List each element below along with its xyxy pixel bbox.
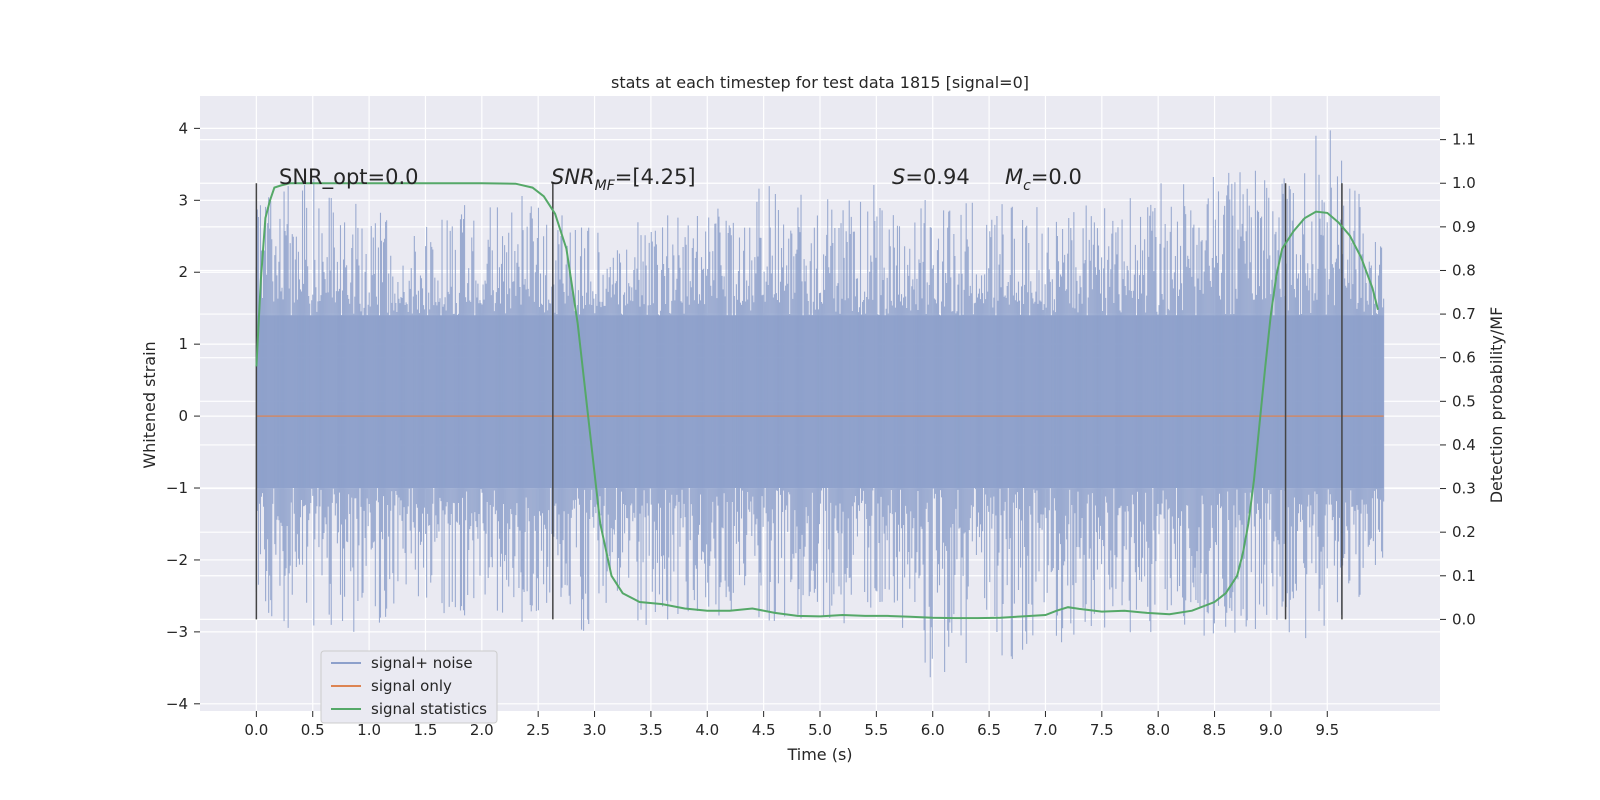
y-tick-label-4: 0 xyxy=(178,407,188,425)
annotation-mc: Mc=0.0 xyxy=(1005,165,1082,194)
y-right-tick-label-9: 0.2 xyxy=(1452,523,1476,541)
y-right-tick-label-0: 1.1 xyxy=(1452,131,1476,149)
x-tick-label-7: 3.5 xyxy=(639,721,663,739)
x-tick-label-12: 6.0 xyxy=(921,721,945,739)
x-axis-ticks: 0.0 0.5 1.0 1.5 2.0 2.5 3.0 3.5 4.0 4.5 5.0 5.5 6.0 6… xyxy=(244,711,1339,739)
x-tick-label-1: 0.5 xyxy=(301,721,325,739)
y-axis-right-title: Detection probability/MF xyxy=(1487,307,1506,504)
y-tick-label-7: −3 xyxy=(166,623,188,641)
x-tick-label-2: 1.0 xyxy=(357,721,381,739)
y-right-tick-label-2: 0.9 xyxy=(1452,218,1476,236)
x-tick-label-18: 9.0 xyxy=(1259,721,1283,739)
y-right-tick-label-5: 0.6 xyxy=(1452,349,1476,367)
y-axis-left-title: Whitened strain xyxy=(140,341,159,468)
annotation-mc-label: M xyxy=(1005,165,1023,189)
y-right-tick-label-1: 1.0 xyxy=(1452,174,1476,192)
signal-statistics-line xyxy=(255,182,1379,620)
legend: signal+ noise signal only signal statist… xyxy=(320,650,498,724)
x-tick-label-13: 6.5 xyxy=(977,721,1001,739)
x-tick-label-10: 5.0 xyxy=(808,721,832,739)
x-tick-label-9: 4.5 xyxy=(752,721,776,739)
legend-box xyxy=(320,650,498,724)
x-tick-label-6: 3.0 xyxy=(583,721,607,739)
chart-title: stats at each timestep for test data 181… xyxy=(611,73,1029,92)
annotation-s: S=0.94 xyxy=(892,165,970,189)
y-tick-label-6: −2 xyxy=(166,551,188,569)
annotation-mc-subscript: c xyxy=(1023,178,1031,194)
x-tick-label-5: 2.5 xyxy=(526,721,550,739)
y-tick-label-0: 4 xyxy=(178,119,188,137)
y-tick-label-8: −4 xyxy=(166,695,188,713)
signal-statistics-points xyxy=(256,183,1379,619)
annotation-s-value: =0.94 xyxy=(905,165,969,189)
x-tick-label-15: 7.5 xyxy=(1090,721,1114,739)
legend-label-signal-statistics: signal statistics xyxy=(371,700,487,718)
y-tick-label-5: −1 xyxy=(166,479,188,497)
y-axis-right-ticks: 1.1 1.0 0.9 0.8 0.7 0.6 0.5 0.4 0.3 0.2 0.1 0.0 xyxy=(1440,131,1476,628)
x-tick-label-8: 4.0 xyxy=(695,721,719,739)
y-right-tick-label-4: 0.7 xyxy=(1452,305,1476,323)
x-tick-label-3: 1.5 xyxy=(414,721,438,739)
y-right-tick-label-10: 0.1 xyxy=(1452,567,1476,585)
annotation-snr-mf: SNRMF=[4.25] xyxy=(551,165,696,194)
x-tick-label-16: 8.0 xyxy=(1146,721,1170,739)
x-tick-label-17: 8.5 xyxy=(1203,721,1227,739)
y-tick-label-3: 1 xyxy=(178,335,188,353)
annotation-snr-mf-subscript: MF xyxy=(595,178,616,194)
y-tick-label-1: 3 xyxy=(178,191,188,209)
vertical-markers xyxy=(255,183,1343,620)
annotation-s-label: S xyxy=(892,165,905,189)
annotation-snr-mf-label: SNR xyxy=(551,165,595,189)
annotation-snr-mf-value: =[4.25] xyxy=(615,165,696,189)
x-axis-title: Time (s) xyxy=(786,745,852,764)
y-right-tick-label-7: 0.4 xyxy=(1452,436,1476,454)
y-axis-left-ticks: 4 3 2 1 0 −1 −2 −3 −4 xyxy=(166,119,200,713)
y-right-tick-label-6: 0.5 xyxy=(1452,392,1476,410)
x-tick-label-11: 5.5 xyxy=(864,721,888,739)
y-right-tick-label-11: 0.0 xyxy=(1452,610,1476,628)
y-right-tick-label-3: 0.8 xyxy=(1452,261,1476,279)
y-right-tick-label-8: 0.3 xyxy=(1452,480,1476,498)
y-tick-label-2: 2 xyxy=(178,263,188,281)
annotation-mc-value: =0.0 xyxy=(1031,165,1082,189)
x-tick-label-4: 2.0 xyxy=(470,721,494,739)
legend-label-signal-noise: signal+ noise xyxy=(371,654,473,672)
x-tick-label-19: 9.5 xyxy=(1315,721,1339,739)
x-tick-label-0: 0.0 xyxy=(244,721,268,739)
annotation-snr-opt: SNR_opt=0.0 xyxy=(279,165,419,190)
signal-noise-series xyxy=(255,130,1385,678)
x-tick-label-14: 7.0 xyxy=(1034,721,1058,739)
legend-label-signal-only: signal only xyxy=(371,677,452,695)
